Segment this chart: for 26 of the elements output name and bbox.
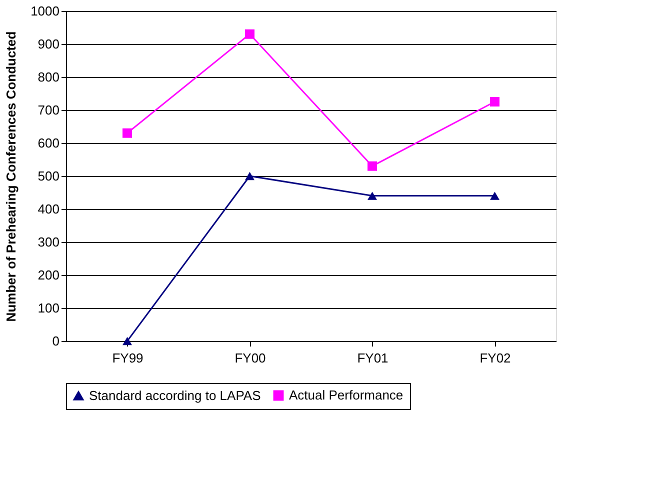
y-tick-label: 900 (38, 36, 60, 52)
y-tick-label: 700 (38, 102, 60, 118)
y-tick-label: 200 (38, 268, 60, 282)
point (490, 97, 500, 106)
y-axis-title: Number of Prehearing Conferences Conducted (4, 31, 19, 322)
y-tick-label: 0 (52, 334, 60, 348)
x-tick-label: FY01 (357, 350, 388, 366)
x-tick-label: FY02 (480, 350, 511, 366)
y-tick-label: 1000 (30, 4, 60, 18)
point (490, 192, 500, 200)
y-tick-label: 800 (38, 70, 60, 84)
point (122, 336, 132, 346)
x-tick-label: FY00 (234, 350, 266, 366)
point (368, 161, 377, 171)
point (245, 29, 254, 39)
x-tick-label: FY99 (112, 350, 144, 366)
y-tick-label: 100 (38, 300, 60, 316)
y-tick-label: 500 (38, 168, 60, 184)
y-tick-label: 400 (38, 202, 60, 216)
y-tick-label: 300 (38, 234, 60, 250)
legend-label: Standard according to LAPAS (89, 388, 262, 403)
legend-label: Actual Performance (289, 388, 404, 403)
point (368, 192, 377, 200)
point (245, 172, 254, 180)
point (122, 128, 132, 138)
y-tick-label: 600 (38, 136, 60, 150)
